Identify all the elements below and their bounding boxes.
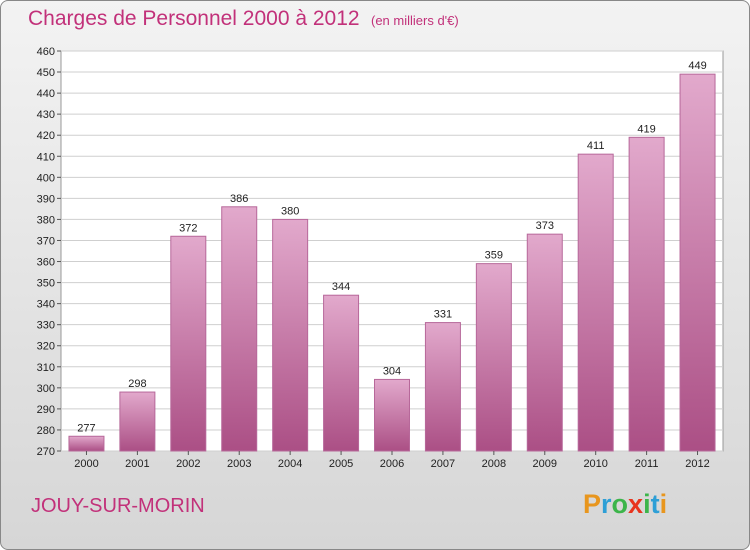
bar: [628, 136, 665, 452]
x-tick-label: 2002: [176, 458, 200, 470]
y-tick-label: 280: [37, 425, 55, 437]
data-label: 373: [536, 220, 554, 232]
bar: [68, 435, 105, 452]
x-tick-label: 2010: [583, 458, 607, 470]
data-label: 419: [637, 123, 655, 135]
y-tick-label: 310: [37, 362, 55, 374]
logo-letter: r: [601, 489, 612, 519]
data-label: 304: [383, 365, 401, 377]
data-label: 344: [332, 281, 350, 293]
proxiti-logo: Proxiti: [583, 489, 667, 520]
bar: [679, 73, 716, 452]
x-tick-label: 2004: [278, 458, 302, 470]
y-tick-label: 410: [37, 151, 55, 163]
bar: [475, 263, 512, 452]
x-tick-label: 2011: [635, 458, 659, 470]
y-tick-label: 430: [37, 109, 55, 121]
y-tick-label: 350: [37, 278, 55, 290]
y-tick-label: 330: [37, 320, 55, 332]
logo-letter: x: [628, 489, 644, 519]
y-tick-label: 390: [37, 193, 55, 205]
data-label: 380: [281, 205, 299, 217]
data-label: 277: [77, 422, 95, 434]
x-tick-label: 2005: [329, 458, 353, 470]
bar: [170, 235, 207, 452]
bar: [221, 206, 258, 452]
commune-name: JOUY-SUR-MORIN: [31, 495, 205, 517]
x-tick-label: 2000: [74, 458, 98, 470]
data-label: 359: [485, 250, 503, 262]
data-label: 331: [434, 309, 452, 321]
x-tick-label: 2001: [125, 458, 149, 470]
x-tick-label: 2012: [685, 458, 709, 470]
y-tick-label: 370: [37, 235, 55, 247]
y-tick-label: 270: [37, 446, 55, 458]
bar: [424, 322, 461, 452]
data-label: 372: [179, 222, 197, 234]
bar: [577, 153, 614, 452]
y-tick-label: 460: [37, 46, 55, 58]
data-label: 386: [230, 193, 248, 205]
y-tick-label: 450: [37, 67, 55, 79]
x-tick-label: 2006: [380, 458, 404, 470]
y-tick-label: 420: [37, 130, 55, 142]
logo-letter: P: [583, 489, 602, 519]
y-tick-label: 340: [37, 299, 55, 311]
logo-letter: t: [650, 489, 660, 519]
logo-letter: i: [643, 489, 651, 519]
data-label: 449: [688, 60, 706, 72]
y-tick-label: 290: [37, 404, 55, 416]
data-label: 298: [128, 378, 146, 390]
y-tick-label: 380: [37, 214, 55, 226]
x-tick-label: 2007: [431, 458, 455, 470]
data-label: 411: [587, 140, 605, 152]
y-tick-label: 300: [37, 383, 55, 395]
logo-letter: o: [611, 489, 629, 519]
y-tick-label: 360: [37, 257, 55, 269]
logo-letter: i: [659, 489, 668, 519]
x-tick-label: 2008: [482, 458, 506, 470]
y-tick-label: 440: [37, 88, 55, 100]
chart-subtitle: (en milliers d'€): [371, 13, 459, 28]
x-tick-label: 2009: [533, 458, 557, 470]
y-tick-label: 400: [37, 172, 55, 184]
bar: [526, 233, 563, 452]
bar: [272, 218, 309, 452]
y-tick-label: 320: [37, 341, 55, 353]
x-tick-label: 2003: [227, 458, 251, 470]
bar: [374, 378, 410, 452]
chart-title: Charges de Personnel 2000 à 2012: [28, 7, 360, 30]
bar: [323, 294, 360, 452]
bar: [119, 391, 156, 452]
